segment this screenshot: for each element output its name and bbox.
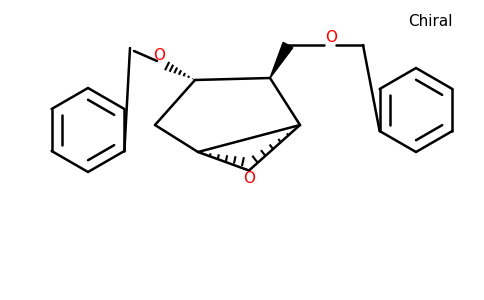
Polygon shape bbox=[270, 42, 293, 78]
Text: Chiral: Chiral bbox=[408, 14, 452, 29]
Text: O: O bbox=[153, 47, 165, 62]
Text: O: O bbox=[243, 171, 255, 186]
Text: O: O bbox=[325, 31, 337, 46]
